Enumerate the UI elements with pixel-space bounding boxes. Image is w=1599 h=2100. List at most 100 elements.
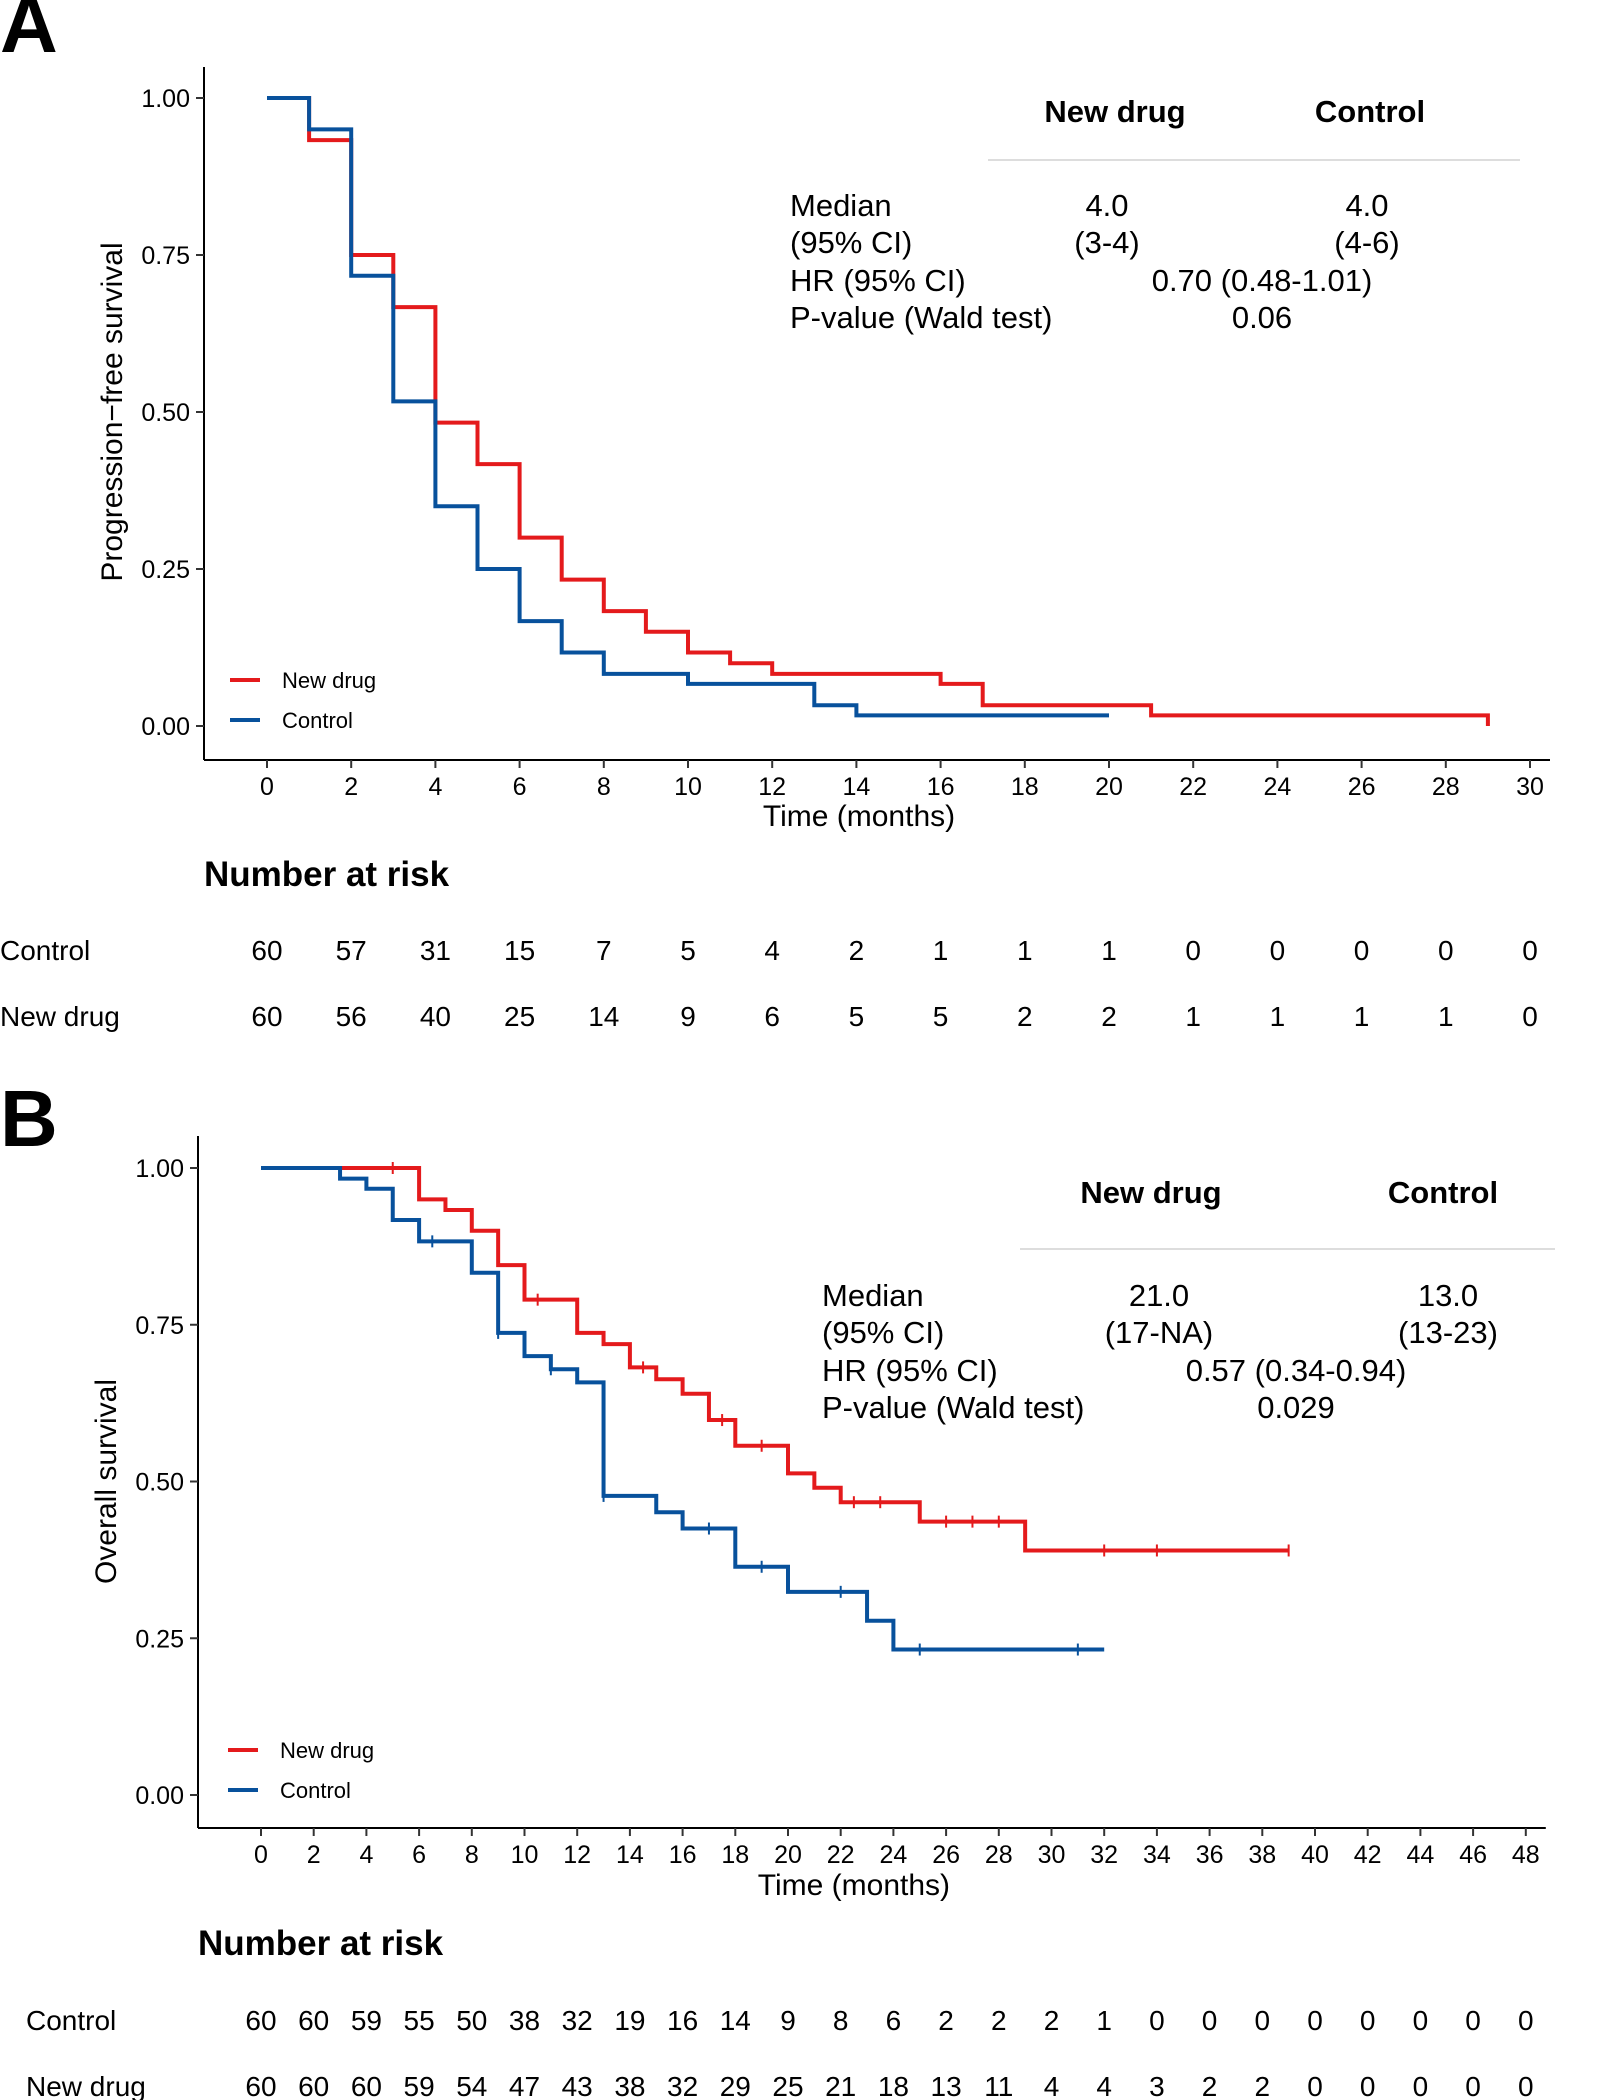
- x-axis-label: Time (months): [763, 800, 955, 833]
- stats-value-control: 4.0: [1345, 188, 1388, 223]
- risk-count: 2: [1017, 1001, 1033, 1032]
- x-tick-label: 0: [254, 1841, 268, 1869]
- x-tick-label: 30: [1516, 773, 1544, 801]
- stats-row-value: 0.06: [1232, 300, 1292, 335]
- stats-header-new-drug: New drug: [1044, 94, 1185, 129]
- x-tick-label: 18: [1011, 773, 1039, 801]
- risk-count: 0: [1522, 1001, 1538, 1032]
- x-tick-label: 30: [1038, 1841, 1066, 1869]
- risk-count: 0: [1465, 2071, 1481, 2100]
- risk-count: 60: [251, 935, 282, 966]
- risk-count: 50: [456, 2005, 487, 2036]
- y-tick-label: 0.50: [141, 399, 190, 427]
- stats-table: New drug Control Median 21.0 13.0 (95% CI) (17…: [822, 1175, 1555, 1425]
- risk-count: 4: [1096, 2071, 1112, 2100]
- stats-row-label: (95% CI): [790, 225, 912, 260]
- x-tick-label: 48: [1512, 1841, 1540, 1869]
- risk-count: 2: [1255, 2071, 1271, 2100]
- risk-count: 60: [245, 2071, 276, 2100]
- stats-row-label: P-value (Wald test): [790, 300, 1052, 335]
- x-tick-label: 10: [511, 1841, 539, 1869]
- risk-count: 1: [1438, 1001, 1454, 1032]
- x-tick-label: 12: [758, 773, 786, 801]
- risk-count: 25: [504, 1001, 535, 1032]
- survival-curve: [267, 96, 1109, 718]
- risk-count: 16: [667, 2005, 698, 2036]
- x-tick-label: 2: [307, 1841, 321, 1869]
- stats-row-label: Median: [790, 188, 892, 223]
- x-tick-label: 34: [1143, 1841, 1171, 1869]
- y-tick-label: 1.00: [141, 85, 190, 113]
- stats-value-control: 13.0: [1418, 1278, 1478, 1313]
- risk-count: 2: [849, 935, 865, 966]
- risk-count: 0: [1202, 2005, 1218, 2036]
- stats-value-new-drug: (3-4): [1074, 225, 1139, 260]
- x-tick-label: 14: [842, 773, 870, 801]
- risk-count: 0: [1270, 935, 1286, 966]
- x-tick-label: 26: [932, 1841, 960, 1869]
- risk-count: 18: [878, 2071, 909, 2100]
- panel-letter: A: [0, 0, 58, 69]
- risk-row-label: Control: [0, 935, 90, 966]
- survival-curve: [261, 1166, 1289, 1553]
- risk-count: 5: [849, 1001, 865, 1032]
- risk-count: 0: [1518, 2005, 1534, 2036]
- risk-count: 0: [1307, 2071, 1323, 2100]
- risk-count: 1: [1096, 2005, 1112, 2036]
- y-tick-label: 0.00: [141, 713, 190, 741]
- risk-count: 43: [562, 2071, 593, 2100]
- risk-count: 0: [1413, 2071, 1429, 2100]
- risk-count: 1: [1101, 935, 1117, 966]
- legend-label: New drug: [280, 1738, 374, 1763]
- risk-count: 55: [404, 2005, 435, 2036]
- risk-count: 1: [1270, 1001, 1286, 1032]
- legend: New drug Control: [228, 1738, 374, 1803]
- risk-count: 54: [456, 2071, 487, 2100]
- risk-table-title: Number at risk: [204, 855, 450, 894]
- x-tick-label: 6: [513, 773, 527, 801]
- x-tick-label: 4: [428, 773, 442, 801]
- risk-count: 38: [509, 2005, 540, 2036]
- x-tick-label: 38: [1248, 1841, 1276, 1869]
- panel-a: A0.000.250.500.751.000 2 4 6 8 10 12 14 16 18 20 22…: [0, 0, 1550, 1032]
- risk-count: 7: [596, 935, 612, 966]
- stats-row-value: 0.029: [1257, 1390, 1335, 1425]
- x-tick-label: 14: [616, 1841, 644, 1869]
- stats-header-control: Control: [1315, 94, 1425, 129]
- risk-count: 40: [420, 1001, 451, 1032]
- x-tick-label: 8: [465, 1841, 479, 1869]
- risk-count: 14: [588, 1001, 619, 1032]
- risk-count: 19: [614, 2005, 645, 2036]
- stats-value-control: (4-6): [1334, 225, 1399, 260]
- risk-count: 6: [764, 1001, 780, 1032]
- stats-value-new-drug: 4.0: [1085, 188, 1128, 223]
- risk-count: 9: [780, 2005, 796, 2036]
- y-tick-label: 0.25: [135, 1625, 184, 1653]
- x-axis-label: Time (months): [758, 1869, 950, 1902]
- series-new-drug: [267, 96, 1490, 726]
- stats-row-label: Median: [822, 1278, 924, 1313]
- risk-count: 25: [772, 2071, 803, 2100]
- stats-row-label: P-value (Wald test): [822, 1390, 1084, 1425]
- risk-count: 60: [245, 2005, 276, 2036]
- risk-count: 21: [825, 2071, 856, 2100]
- risk-count: 9: [680, 1001, 696, 1032]
- risk-count: 0: [1307, 2005, 1323, 2036]
- risk-row-label: New drug: [0, 1001, 120, 1032]
- risk-count: 60: [298, 2071, 329, 2100]
- x-tick-label: 18: [721, 1841, 749, 1869]
- y-tick-label: 0.75: [141, 242, 190, 270]
- risk-count: 3: [1149, 2071, 1165, 2100]
- risk-count: 38: [614, 2071, 645, 2100]
- x-tick-label: 36: [1196, 1841, 1224, 1869]
- risk-count: 1: [933, 935, 949, 966]
- risk-count: 31: [420, 935, 451, 966]
- risk-count: 0: [1413, 2005, 1429, 2036]
- risk-count: 11: [984, 2071, 1013, 2100]
- risk-table-title: Number at risk: [198, 1924, 444, 1963]
- risk-count: 6: [886, 2005, 902, 2036]
- stats-row-value: 0.70 (0.48-1.01): [1152, 263, 1373, 298]
